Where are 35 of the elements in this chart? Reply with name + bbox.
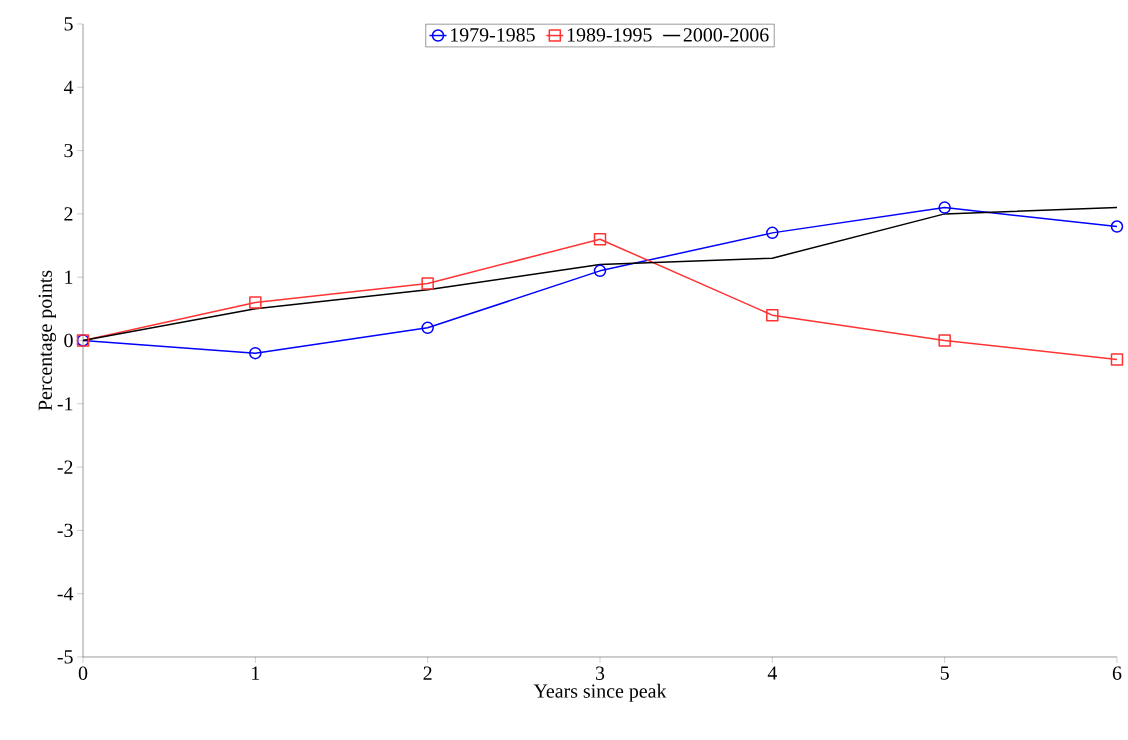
point — [421, 277, 434, 290]
y-tick-label: 1 — [65, 270, 73, 284]
x-tick-label: 0 — [78, 666, 88, 680]
point — [1110, 353, 1124, 366]
y-tick-label: 3 — [64, 143, 73, 158]
y-tick-label: -1 — [57, 397, 73, 411]
y-tick-label: -4 — [57, 587, 74, 601]
point — [421, 321, 434, 335]
y-tick-label: -3 — [57, 523, 73, 538]
legend-label: 1989-1995 — [567, 28, 652, 42]
legend-label: 2000-2006 — [683, 28, 769, 42]
legend-label: 1979-1985 — [451, 28, 535, 42]
y-tick-label: -5 — [57, 650, 73, 664]
y-axis-title: Percentage points — [38, 270, 57, 411]
point — [593, 232, 607, 246]
y-tick-label: 5 — [64, 17, 73, 31]
x-tick-label: 2 — [423, 666, 432, 680]
x-tick-label: 5 — [940, 666, 949, 680]
x-tick-label: 3 — [595, 666, 605, 680]
point — [766, 226, 779, 240]
x-tick-label: 1 — [252, 666, 260, 680]
point — [249, 346, 262, 360]
y-tick-label: 4 — [63, 80, 74, 94]
x-tick-label: 4 — [767, 666, 777, 680]
point — [766, 308, 779, 322]
x-tick-label: 6 — [1112, 666, 1122, 680]
y-tick-label: 0 — [64, 333, 73, 348]
point — [1110, 220, 1124, 233]
point — [593, 264, 607, 278]
y-tick-label: 2 — [64, 207, 73, 221]
x-axis-title: Years since peak — [533, 683, 667, 702]
point — [938, 334, 951, 347]
y-tick-label: -2 — [57, 460, 73, 474]
point — [938, 201, 951, 214]
point — [249, 296, 262, 309]
